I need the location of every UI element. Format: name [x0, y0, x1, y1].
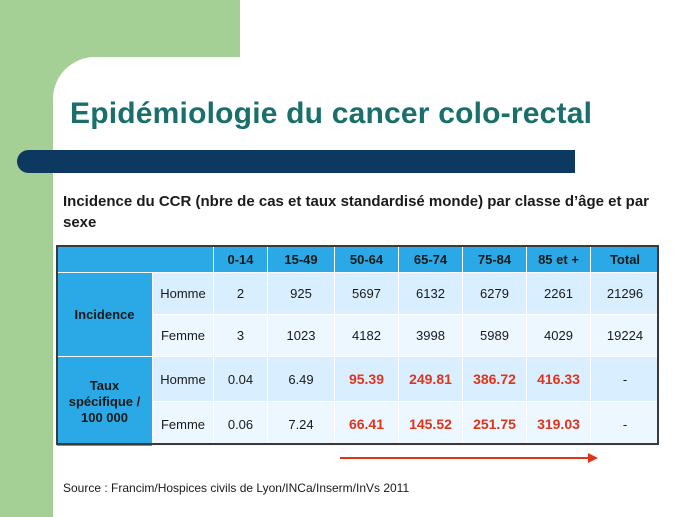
table-cell-highlighted: 66.41	[334, 401, 399, 447]
table-cell: 1023	[267, 314, 335, 357]
table-cell: 6279	[462, 272, 527, 315]
table-cell-highlighted: 386.72	[462, 356, 527, 402]
table-cell-highlighted: 95.39	[334, 356, 399, 402]
column-header: 65-74	[398, 245, 463, 273]
table-cell: 5697	[334, 272, 399, 315]
column-header: 0-14	[213, 245, 268, 273]
column-header: Total	[590, 245, 660, 273]
group-label-incidence: Incidence	[56, 272, 153, 357]
table-cell: 0.04	[213, 356, 268, 402]
column-header: 50-64	[334, 245, 399, 273]
row-sex-label: Homme	[152, 356, 214, 402]
table-cell: 925	[267, 272, 335, 315]
source-note: Source : Francim/Hospices civils de Lyon…	[63, 481, 410, 495]
table-cell: 2	[213, 272, 268, 315]
incidence-table: 0-14 15-49 50-64 65-74 75-84 85 et + Tot…	[56, 245, 660, 447]
slide-subtitle: Incidence du CCR (nbre de cas et taux st…	[63, 193, 650, 231]
table-cell: -	[590, 401, 660, 447]
table-cell: -	[590, 356, 660, 402]
table-cell: 4182	[334, 314, 399, 357]
table-cell-highlighted: 319.03	[526, 401, 591, 447]
table-cell-highlighted: 416.33	[526, 356, 591, 402]
table-cell: 3	[213, 314, 268, 357]
table-cell: 3998	[398, 314, 463, 357]
slide-title: Epidémiologie du cancer colo-rectal	[70, 97, 593, 130]
row-sex-label: Homme	[152, 272, 214, 315]
column-header: 75-84	[462, 245, 527, 273]
table-cell: 7.24	[267, 401, 335, 447]
table-cell: 6132	[398, 272, 463, 315]
table-cell: 2261	[526, 272, 591, 315]
table-row: Incidence Homme 2 925 5697 6132 6279 226…	[56, 272, 660, 357]
table-cell: 21296	[590, 272, 660, 315]
group-label-taux: Taux spécifique / 100 000	[56, 356, 153, 447]
table-cell-highlighted: 145.52	[398, 401, 463, 447]
table-row: Taux spécifique / 100 000 Homme 0.04 6.4…	[56, 356, 660, 447]
table-row: Femme 0.06 7.24 66.41 145.52 251.75 319.…	[57, 401, 660, 447]
table-cell: 5989	[462, 314, 527, 357]
table-cell: 19224	[590, 314, 660, 357]
row-sex-label: Femme	[152, 314, 214, 357]
trend-arrow-icon	[340, 453, 598, 463]
table-cell-highlighted: 251.75	[462, 401, 527, 447]
table-cell: 0.06	[213, 401, 268, 447]
table-header-row: 0-14 15-49 50-64 65-74 75-84 85 et + Tot…	[56, 245, 660, 273]
table-row: Femme 3 1023 4182 3998 5989 4029 19224	[57, 314, 660, 357]
column-header: 15-49	[267, 245, 335, 273]
title-underline-bar	[17, 150, 575, 173]
table-cell: 6.49	[267, 356, 335, 402]
column-header: 85 et +	[526, 245, 591, 273]
table-cell: 4029	[526, 314, 591, 357]
table-cell-highlighted: 249.81	[398, 356, 463, 402]
header-corner	[56, 245, 214, 273]
row-sex-label: Femme	[152, 401, 214, 447]
